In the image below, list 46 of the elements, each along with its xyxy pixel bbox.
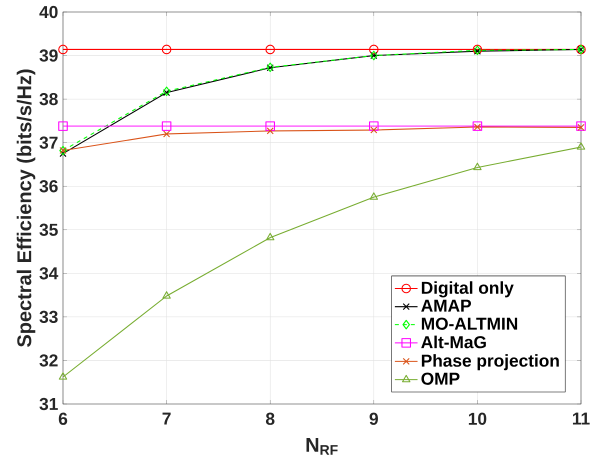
legend-label: OMP (421, 372, 460, 385)
y-tick-label: 34 (39, 267, 58, 280)
y-tick-label: 40 (39, 6, 58, 18)
x-tick-label: 6 (58, 412, 68, 425)
point (58, 121, 68, 131)
y-tick-label: 37 (39, 136, 58, 149)
y-tick-label: 31 (39, 398, 58, 410)
legend-label: Phase projection (422, 354, 559, 370)
legend-label: MO-ALTMIN (422, 318, 518, 330)
point (265, 121, 275, 131)
point (162, 291, 171, 299)
legend-label: Digital only (422, 281, 514, 298)
point (163, 89, 170, 96)
point (576, 142, 586, 150)
legend-label: Alt-MaG (421, 336, 486, 348)
point (369, 121, 379, 131)
point (369, 44, 379, 54)
point (163, 130, 170, 138)
x-tick-label: 7 (162, 412, 171, 425)
y-tick-label: 32 (39, 354, 58, 367)
point (266, 127, 274, 134)
x-tick-label: 9 (370, 412, 378, 425)
point (473, 162, 482, 170)
point (162, 44, 172, 54)
x-tick-label: 8 (266, 412, 274, 425)
point (265, 44, 275, 54)
point (576, 121, 586, 131)
x-tick-label: 11 (572, 412, 590, 425)
x-tick-label: 10 (468, 412, 486, 425)
legend-label: AMAP (421, 300, 471, 312)
point (370, 192, 378, 200)
y-axis-title: Spectral Efficiency (bits/s/Hz) (16, 69, 36, 347)
point (59, 150, 67, 158)
y-tick-label: 35 (39, 224, 58, 236)
point (370, 126, 378, 134)
y-tick-label: 33 (39, 310, 58, 324)
y-tick-label: 36 (39, 180, 58, 192)
point (58, 372, 68, 380)
point (577, 124, 585, 131)
y-tick-label: 38 (39, 92, 58, 106)
y-tick-label: 39 (39, 49, 58, 62)
x-axis-title: N$_{RF}$ (306, 438, 338, 455)
point (162, 86, 170, 96)
point (266, 232, 274, 240)
point (162, 121, 172, 131)
point (58, 44, 68, 54)
